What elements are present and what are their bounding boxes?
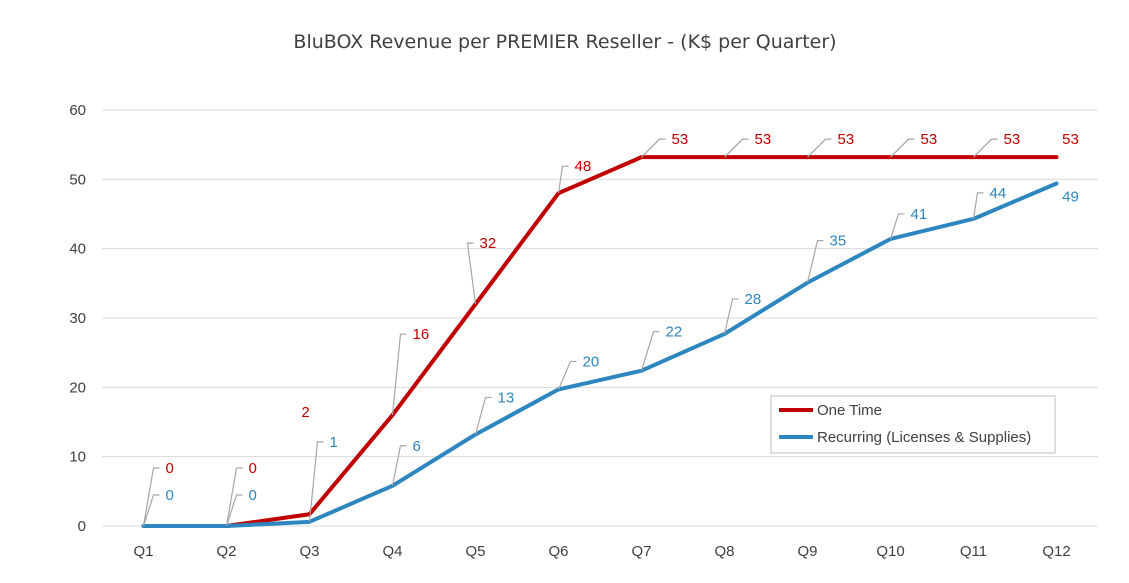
y-axis: 0 10 20 30 40 50 60 — [69, 102, 86, 535]
data-label-recurring: 6 — [413, 438, 421, 455]
data-label-recurring: 28 — [745, 291, 762, 308]
legend-label-one-time: One Time — [817, 402, 882, 419]
y-tick-label: 40 — [69, 241, 86, 258]
data-label-leader — [557, 360, 577, 390]
x-tick-label: Q1 — [133, 543, 153, 560]
data-label-leader — [391, 333, 407, 416]
data-label-one-time: 53 — [672, 131, 689, 148]
y-tick-label: 30 — [69, 310, 86, 327]
legend-label-recurring: Recurring (Licenses & Supplies) — [817, 429, 1031, 446]
data-label-one-time: 53 — [921, 131, 938, 148]
x-tick-label: Q3 — [299, 543, 319, 560]
y-tick-label: 10 — [69, 449, 86, 466]
data-label-one-time: 32 — [480, 235, 497, 252]
legend: One Time Recurring (Licenses & Supplies) — [770, 395, 1056, 454]
data-label-leader — [723, 298, 739, 335]
data-label-leader — [225, 467, 243, 527]
data-label-one-time: 53 — [755, 131, 772, 148]
data-label-one-time: 0 — [249, 460, 257, 477]
data-label-leader — [807, 138, 832, 158]
x-axis: Q1 Q2 Q3 Q4 Q5 Q6 Q7 Q8 Q9 Q10 Q11 Q12 — [133, 543, 1070, 560]
x-tick-label: Q2 — [216, 543, 236, 560]
data-label-recurring: 0 — [166, 487, 174, 504]
data-label-one-time: 0 — [166, 460, 174, 477]
x-tick-label: Q12 — [1042, 543, 1070, 560]
data-label-recurring: 13 — [498, 389, 515, 406]
y-tick-label: 20 — [69, 379, 86, 396]
data-label-one-time: 53 — [838, 131, 855, 148]
data-label-leader — [640, 331, 660, 371]
data-label-leader — [308, 441, 324, 522]
data-label-recurring: 0 — [249, 487, 257, 504]
data-label-leader — [889, 213, 905, 240]
series-line-one-time — [141, 155, 1059, 528]
data-label-recurring: 49 — [1062, 188, 1079, 205]
data-label-one-time: 2 — [301, 404, 309, 421]
data-label-one-time: 53 — [1062, 131, 1079, 148]
data-label-recurring: 35 — [830, 233, 847, 250]
x-tick-label: Q7 — [631, 543, 651, 560]
y-tick-label: 0 — [78, 518, 86, 535]
data-label-leader — [474, 396, 492, 435]
data-label-leader — [806, 240, 824, 283]
data-label-leader — [466, 242, 477, 305]
x-tick-label: Q6 — [548, 543, 568, 560]
data-label-leader — [142, 467, 160, 527]
data-label-one-time: 53 — [1004, 131, 1021, 148]
data-label-leader — [225, 494, 243, 527]
x-tick-label: Q11 — [960, 543, 987, 560]
x-tick-label: Q9 — [797, 543, 817, 560]
data-label-leader — [973, 138, 998, 158]
gridlines — [102, 109, 1098, 527]
data-label-leader — [557, 165, 569, 194]
data-label-leader — [890, 138, 915, 158]
x-tick-label: Q10 — [876, 543, 904, 560]
series-line-recurring — [141, 181, 1059, 528]
data-label-leader — [391, 445, 407, 486]
x-tick-label: Q4 — [382, 543, 402, 560]
data-label-one-time: 16 — [413, 326, 430, 343]
data-label-recurring: 1 — [330, 434, 338, 451]
y-tick-label: 50 — [69, 171, 86, 188]
x-tick-label: Q8 — [714, 543, 734, 560]
legend-box — [770, 395, 1056, 454]
data-label-leader — [142, 494, 160, 527]
chart-title: BluBOX Revenue per PREMIER Reseller - (K… — [293, 31, 836, 53]
data-label-recurring: 22 — [666, 324, 683, 341]
data-label-one-time: 48 — [575, 158, 592, 175]
x-tick-label: Q5 — [465, 543, 485, 560]
series-group — [141, 155, 1059, 528]
data-label-recurring: 44 — [990, 185, 1007, 202]
data-label-recurring: 20 — [583, 353, 600, 370]
data-label-leader — [972, 192, 984, 219]
y-tick-label: 60 — [69, 102, 86, 119]
data-label-leader — [641, 138, 666, 158]
data-label-leader — [724, 138, 749, 158]
data-label-recurring: 41 — [911, 206, 928, 223]
